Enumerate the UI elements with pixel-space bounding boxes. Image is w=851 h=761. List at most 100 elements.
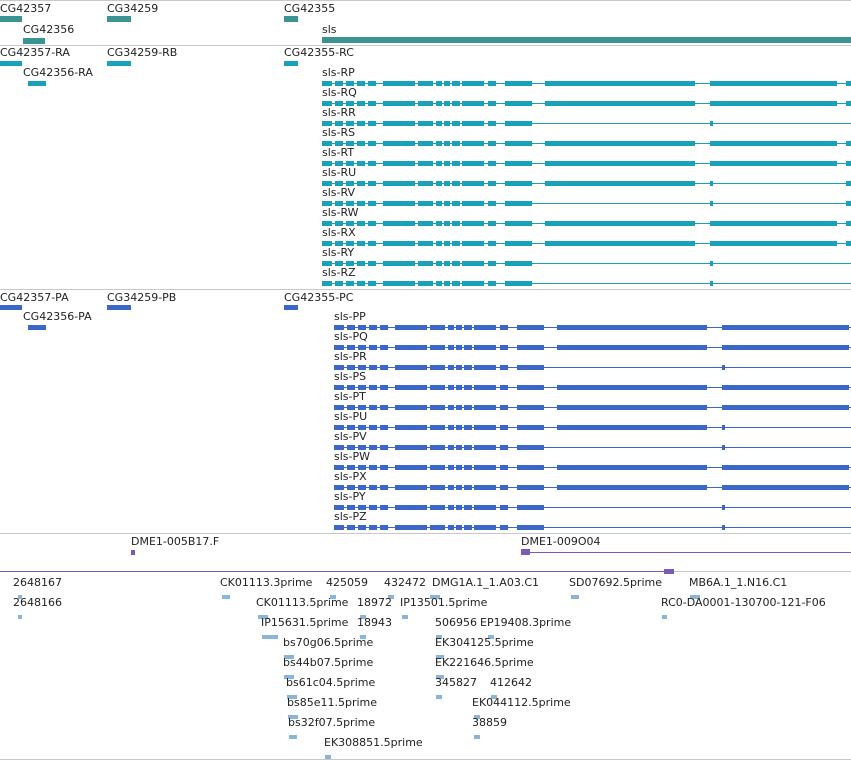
sls-isoform-exon-4-5[interactable] bbox=[383, 161, 415, 166]
sls-isoform-exon-3-8[interactable] bbox=[444, 141, 450, 146]
est-label-10[interactable]: MB6A.1_1.N16.C1 bbox=[689, 576, 788, 589]
sls-isoform-exon-0-5[interactable] bbox=[395, 325, 427, 330]
sls-isoform-exon-4-0[interactable] bbox=[334, 405, 344, 410]
sls-isoform-exon-3-0[interactable] bbox=[334, 385, 344, 390]
sls-isoform-exon-8-11[interactable] bbox=[488, 241, 496, 246]
sls-isoform-exon-5-12[interactable] bbox=[517, 425, 544, 430]
transcript-cg34259-rb[interactable] bbox=[107, 61, 131, 66]
sls-isoform-exon-5-4[interactable] bbox=[368, 181, 376, 186]
sls-isoform-exon-1-14[interactable] bbox=[723, 345, 849, 350]
sls-isoform-exon-4-7[interactable] bbox=[448, 405, 454, 410]
sls-isoform-exon-0-14[interactable] bbox=[723, 325, 849, 330]
sls-isoform-exon-0-8[interactable] bbox=[444, 81, 450, 86]
sls-isoform-label-1[interactable]: sls-RQ bbox=[322, 86, 357, 99]
sls-isoform-exon-5-11[interactable] bbox=[500, 425, 508, 430]
sls-isoform-exon-8-5[interactable] bbox=[395, 485, 427, 490]
sls-isoform-exon-9-10[interactable] bbox=[462, 261, 484, 266]
sls-isoform-exon-4-14[interactable] bbox=[723, 405, 849, 410]
est-feature-18[interactable] bbox=[284, 675, 294, 679]
sls-isoform-exon-10-5[interactable] bbox=[383, 281, 415, 286]
sls-isoform-exon-3-10[interactable] bbox=[474, 385, 496, 390]
sls-isoform-exon-4-9[interactable] bbox=[452, 161, 460, 166]
sls-isoform-exon-4-15[interactable] bbox=[846, 161, 851, 166]
sls-isoform-exon-8-3[interactable] bbox=[357, 241, 365, 246]
sls-isoform-exon-8-12[interactable] bbox=[505, 241, 532, 246]
sls-isoform-exon-2-4[interactable] bbox=[368, 121, 376, 126]
sls-isoform-exon-1-4[interactable] bbox=[380, 345, 388, 350]
sls-isoform-exon-7-15[interactable] bbox=[846, 221, 851, 226]
sls-isoform-exon-3-9[interactable] bbox=[452, 141, 460, 146]
sls-isoform-exon-3-7[interactable] bbox=[436, 141, 442, 146]
est-label-7[interactable]: DMG1A.1_1.A03.C1 bbox=[432, 576, 540, 589]
sls-isoform-exon-8-13[interactable] bbox=[545, 241, 695, 246]
est-label-22[interactable]: 412642 bbox=[490, 676, 532, 689]
est-feature-13[interactable] bbox=[360, 635, 366, 639]
sls-isoform-exon-1-11[interactable] bbox=[500, 345, 508, 350]
sls-isoform-exon-5-10[interactable] bbox=[474, 425, 496, 430]
sls-isoform-exon-6-4[interactable] bbox=[368, 201, 376, 206]
sls-isoform-exon-5-10[interactable] bbox=[462, 181, 484, 186]
transcript-cg42355-rc[interactable] bbox=[284, 61, 298, 66]
sls-isoform-exon-4-5[interactable] bbox=[395, 405, 427, 410]
sls-isoform-exon-8-8[interactable] bbox=[456, 485, 462, 490]
sls-isoform-exon-3-6[interactable] bbox=[430, 385, 444, 390]
est-label-2[interactable]: CK01113.3prime bbox=[220, 576, 313, 589]
transcript-label-cg42355-rc[interactable]: CG42355-RC bbox=[284, 46, 354, 59]
sls-isoform-exon-3-0[interactable] bbox=[322, 141, 332, 146]
sls-isoform-exon-8-1[interactable] bbox=[347, 485, 355, 490]
sls-isoform-exon-5-13[interactable] bbox=[545, 181, 695, 186]
sls-isoform-exon-0-7[interactable] bbox=[448, 325, 454, 330]
gene-sls[interactable] bbox=[322, 37, 851, 43]
sls-isoform-exon-3-11[interactable] bbox=[488, 141, 496, 146]
sls-isoform-label-1[interactable]: sls-PQ bbox=[334, 330, 368, 343]
est-label-3[interactable]: CK01113.5prime bbox=[256, 596, 349, 609]
est-label-13[interactable]: 18943 bbox=[357, 616, 392, 629]
sls-isoform-exon-3-1[interactable] bbox=[347, 385, 355, 390]
sls-isoform-exon-9-1[interactable] bbox=[335, 261, 343, 266]
sls-isoform-exon-4-8[interactable] bbox=[444, 161, 450, 166]
sls-isoform-exon-1-1[interactable] bbox=[347, 345, 355, 350]
bac-clone-dme1-009o04-head[interactable] bbox=[521, 549, 530, 555]
sls-isoform-exon-6-3[interactable] bbox=[369, 445, 377, 450]
sls-isoform-exon-6-8[interactable] bbox=[444, 201, 450, 206]
sls-isoform-exon-10-10[interactable] bbox=[462, 281, 484, 286]
sls-isoform-exon-2-1[interactable] bbox=[347, 365, 355, 370]
est-feature-27[interactable] bbox=[325, 755, 331, 759]
sls-isoform-exon-2-7[interactable] bbox=[448, 365, 454, 370]
sls-isoform-exon-9-4[interactable] bbox=[368, 261, 376, 266]
transcript-label-cg34259-rb[interactable]: CG34259-RB bbox=[107, 46, 178, 59]
sls-isoform-label-8[interactable]: sls-PX bbox=[334, 470, 367, 483]
sls-isoform-exon-1-8[interactable] bbox=[444, 101, 450, 106]
sls-isoform-exon-7-11[interactable] bbox=[488, 221, 496, 226]
gene-cg42356[interactable] bbox=[23, 38, 45, 44]
est-feature-10[interactable] bbox=[690, 595, 700, 599]
sls-isoform-exon-0-4[interactable] bbox=[368, 81, 376, 86]
sls-isoform-exon-0-13[interactable] bbox=[545, 81, 695, 86]
sls-isoform-exon-8-0[interactable] bbox=[322, 241, 332, 246]
sls-isoform-exon-5-6[interactable] bbox=[430, 425, 444, 430]
sls-isoform-exon-7-12[interactable] bbox=[517, 465, 544, 470]
sls-isoform-exon-0-1[interactable] bbox=[335, 81, 343, 86]
sls-isoform-exon-10-11[interactable] bbox=[500, 525, 508, 530]
est-feature-8[interactable] bbox=[402, 615, 408, 619]
est-label-15[interactable]: EP19408.3prime bbox=[480, 616, 572, 629]
sls-isoform-exon-9-11[interactable] bbox=[500, 505, 508, 510]
est-label-23[interactable]: bs85e11.5prime bbox=[287, 696, 378, 709]
sls-isoform-exon-5-0[interactable] bbox=[334, 425, 344, 430]
sls-isoform-exon-0-10[interactable] bbox=[474, 325, 496, 330]
sls-isoform-exon-6-2[interactable] bbox=[346, 201, 354, 206]
est-feature-5[interactable] bbox=[388, 595, 394, 599]
bac-clone-span-head[interactable] bbox=[664, 569, 674, 574]
sls-isoform-exon-9-2[interactable] bbox=[346, 261, 354, 266]
sls-isoform-exon-3-1[interactable] bbox=[335, 141, 343, 146]
sls-isoform-exon-6-10[interactable] bbox=[462, 201, 484, 206]
sls-isoform-label-9[interactable]: sls-PY bbox=[334, 490, 366, 503]
sls-isoform-exon-0-3[interactable] bbox=[369, 325, 377, 330]
sls-isoform-exon-7-2[interactable] bbox=[346, 221, 354, 226]
est-feature-0[interactable] bbox=[18, 595, 22, 599]
sls-isoform-exon-6-15[interactable] bbox=[846, 201, 851, 206]
sls-isoform-exon-2-2[interactable] bbox=[346, 121, 354, 126]
sls-isoform-exon-1-9[interactable] bbox=[464, 345, 472, 350]
sls-isoform-exon-5-8[interactable] bbox=[456, 425, 462, 430]
sls-isoform-exon-9-3[interactable] bbox=[357, 261, 365, 266]
